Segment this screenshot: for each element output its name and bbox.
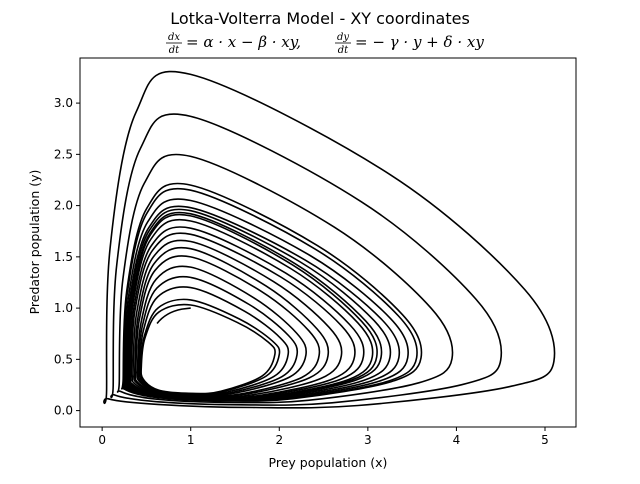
y-tick-label: 3.0	[54, 96, 73, 110]
x-tick-label: 5	[541, 433, 549, 447]
x-tick-label: 4	[453, 433, 461, 447]
eq2-rhs: = − γ · y + δ · xy	[355, 33, 484, 51]
eq1-numerator: dx	[168, 32, 180, 43]
eq2-denominator: dt	[338, 45, 349, 56]
y-axis-label: Predator population (y)	[27, 170, 42, 315]
x-tick-label: 1	[187, 433, 195, 447]
eq1-rhs: = α · x − β · xy,	[186, 33, 301, 51]
y-tick-label: 1.0	[54, 301, 73, 315]
y-axis-ticks: 0.0 0.5 1.0 1.5 2.0 2.5 3.0	[54, 96, 80, 418]
x-tick-label: 2	[275, 433, 283, 447]
y-tick-label: 0.5	[54, 352, 73, 366]
eq1-denominator: dt	[169, 45, 180, 56]
trajectory-loop	[120, 182, 423, 402]
trajectory-series	[103, 70, 556, 409]
trajectory-start-segment	[156, 307, 191, 324]
trajectory-loop	[116, 153, 454, 404]
y-tick-label: 2.0	[54, 199, 73, 213]
x-axis-label: Prey population (x)	[269, 455, 388, 470]
x-tick-label: 3	[364, 433, 372, 447]
trajectory-loop	[103, 70, 556, 409]
x-axis-ticks: 0 1 2 3 4 5	[98, 427, 549, 447]
x-tick-label: 0	[98, 433, 106, 447]
trajectory-loop	[110, 113, 503, 406]
y-tick-label: 2.5	[54, 147, 73, 161]
y-tick-label: 1.5	[54, 250, 73, 264]
eq2-numerator: dy	[337, 32, 349, 43]
chart-title: Lotka-Volterra Model - XY coordinates	[170, 9, 470, 28]
y-tick-label: 0.0	[54, 404, 73, 418]
chart-subtitle: dx dt = α · x − β · xy, dy dt = − γ · y …	[166, 32, 484, 56]
plot-frame	[79, 57, 577, 428]
